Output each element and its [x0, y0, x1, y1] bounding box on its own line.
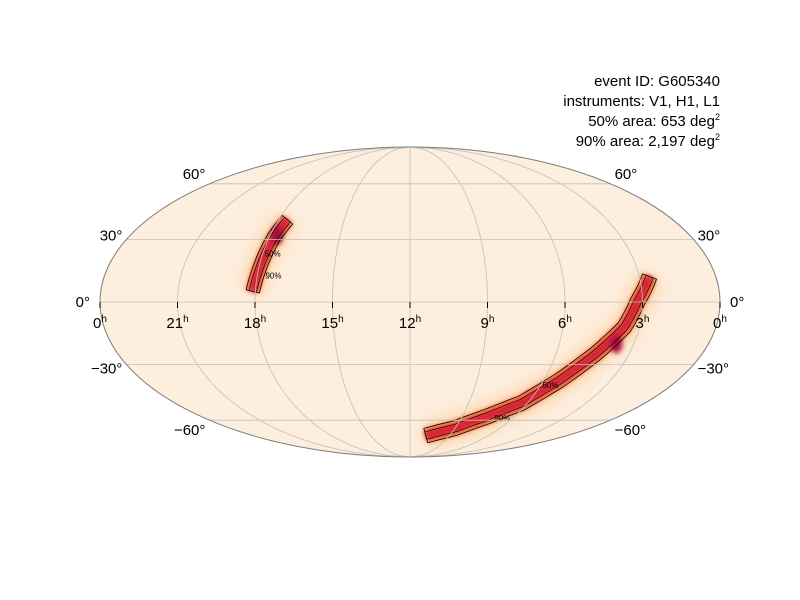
event-annotation: event ID: G605340 instruments: V1, H1, L… [563, 72, 720, 152]
contour-90 [423, 273, 658, 444]
dec-tick-label-left: −60° [174, 422, 205, 439]
region-peak [610, 335, 623, 354]
region-50-fill [249, 217, 291, 293]
ra-tick-label: 18h [244, 314, 266, 332]
ra-tick-label: 3h [636, 314, 650, 332]
ra-tick-label: 12h [399, 314, 421, 332]
probability-regions: 50% 90% 50% 90% [240, 211, 663, 449]
region-south-arc: 50% 90% [422, 271, 663, 449]
dec-tick-label-right: 30° [698, 227, 721, 244]
ra-tick-label: 9h [481, 314, 495, 332]
ra-tick-label: 15h [321, 314, 343, 332]
dec-tick-label-right: 0° [730, 294, 744, 311]
area50-line: 50% area: 653 deg2 [563, 112, 720, 132]
region-halo [422, 271, 663, 449]
ra-tick-label: 0h [713, 314, 727, 332]
area50-text: 50% area: 653 deg [588, 113, 715, 130]
contour-label-90: 90% [265, 271, 281, 280]
tick-labels: 0h 21h 18h 15h 12h 9h 6h 3h 0h 60° 60° 30° 30° 0° 0° −3… [76, 166, 745, 439]
dec-tick-label-left: 30° [100, 227, 123, 244]
area90-unit-power: 2 [714, 132, 720, 142]
dec-tick-label-left: 60° [183, 166, 206, 183]
dec-tick-label-right: 60° [615, 166, 638, 183]
dec-tick-label-left: 0° [76, 294, 90, 311]
instruments-text: instruments: V1, H1, L1 [563, 93, 720, 110]
contour-90 [245, 214, 294, 294]
contour-50 [424, 274, 654, 440]
area90-line: 90% area: 2,197 deg2 [563, 132, 720, 152]
contour-label-50: 50% [542, 381, 558, 390]
ra-tick-label: 0h [93, 314, 107, 332]
dec-tick-label-left: −30° [91, 361, 122, 378]
event-id-text: event ID: G605340 [594, 73, 720, 90]
area90-text: 90% area: 2,197 deg [575, 133, 715, 150]
area50-unit-power: 2 [714, 112, 720, 122]
contour-label-50: 50% [265, 249, 281, 258]
ra-tick-label: 21h [166, 314, 188, 332]
ra-tick-label: 6h [558, 314, 572, 332]
dec-tick-label-right: −60° [615, 422, 646, 439]
contour-label-90: 90% [494, 414, 510, 423]
dec-tick-label-right: −30° [698, 361, 729, 378]
